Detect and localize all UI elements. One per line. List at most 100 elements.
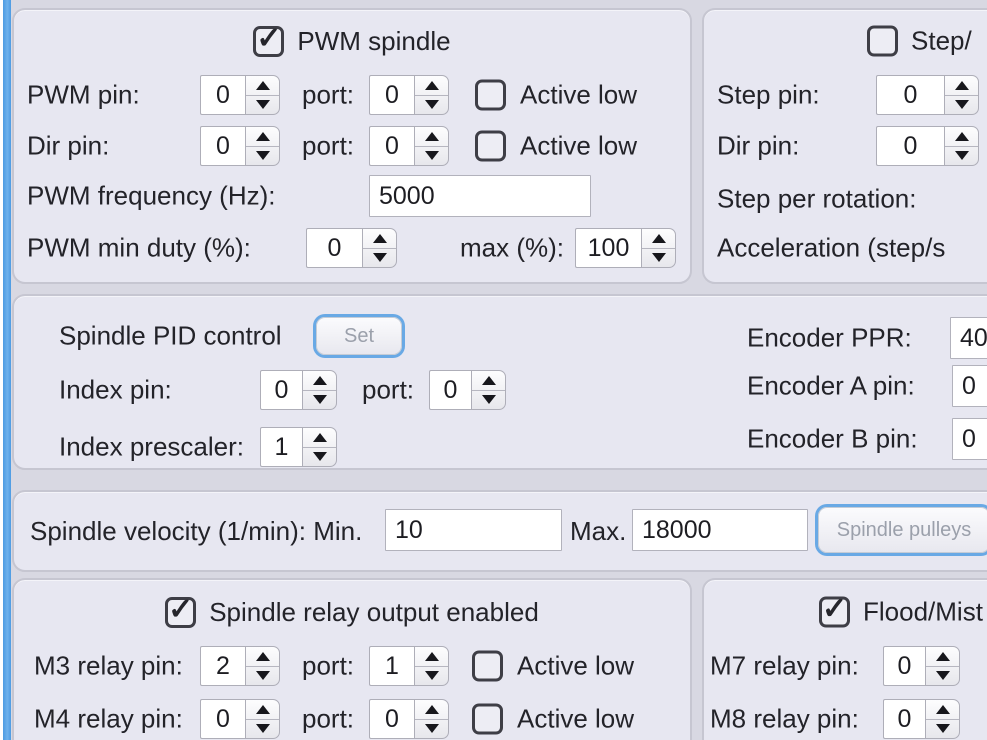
spinner-buttons[interactable] [925, 699, 960, 739]
spinner-up-icon[interactable] [303, 371, 336, 390]
spinner-value[interactable]: 0 [369, 699, 414, 739]
spinner-down-icon[interactable] [246, 145, 279, 166]
spinner-down-icon[interactable] [246, 718, 279, 739]
spinner-buttons[interactable] [245, 646, 280, 686]
spinner-down-icon[interactable] [415, 718, 448, 739]
spinner-down-icon[interactable] [472, 389, 505, 410]
spinner-up-icon[interactable] [415, 647, 448, 666]
spinner-value[interactable]: 2 [200, 646, 245, 686]
pwm-pin-spinner[interactable]: 0 [200, 75, 280, 115]
spinner-value[interactable]: 0 [883, 699, 925, 739]
step-pin-spinner[interactable]: 0 [876, 75, 979, 115]
spinner-up-icon[interactable] [246, 76, 279, 95]
spinner-up-icon[interactable] [926, 647, 959, 666]
spinner-buttons[interactable] [245, 75, 280, 115]
spinner-buttons[interactable] [944, 126, 979, 166]
m4-port-spinner[interactable]: 0 [369, 699, 449, 739]
spinner-down-icon[interactable] [246, 665, 279, 686]
spinner-buttons[interactable] [641, 228, 676, 268]
encoder-b-input[interactable] [952, 418, 987, 460]
spinner-buttons[interactable] [245, 699, 280, 739]
spinner-down-icon[interactable] [926, 718, 959, 739]
spinner-down-icon[interactable] [303, 389, 336, 410]
spinner-value[interactable]: 1 [369, 646, 414, 686]
spinner-value[interactable]: 0 [260, 370, 302, 410]
spinner-value[interactable]: 0 [876, 126, 944, 166]
spinner-buttons[interactable] [471, 370, 506, 410]
step-spindle-checkbox[interactable] [867, 25, 898, 57]
spinner-buttons[interactable] [414, 126, 449, 166]
spinner-value[interactable]: 0 [369, 75, 414, 115]
spinner-value[interactable]: 0 [200, 75, 245, 115]
spinner-value[interactable]: 0 [306, 228, 362, 268]
spinner-buttons[interactable] [245, 126, 280, 166]
step-dir-pin-spinner[interactable]: 0 [876, 126, 979, 166]
m8-relay-pin-spinner[interactable]: 0 [883, 699, 960, 739]
m3-relay-pin-spinner[interactable]: 2 [200, 646, 280, 686]
pwm-spindle-checkbox[interactable]: ✓ [253, 23, 285, 57]
velocity-min-input[interactable] [385, 509, 562, 551]
spindle-pulleys-button[interactable]: Spindle pulleys [818, 507, 987, 553]
spinner-value[interactable]: 0 [200, 126, 245, 166]
spinner-down-icon[interactable] [303, 446, 336, 467]
spinner-down-icon[interactable] [246, 94, 279, 115]
spinner-up-icon[interactable] [642, 229, 675, 248]
spinner-buttons[interactable] [302, 427, 337, 467]
spindle-relay-checkbox[interactable]: ✓ [165, 594, 197, 628]
index-pin-spinner[interactable]: 0 [260, 370, 337, 410]
spinner-down-icon[interactable] [415, 665, 448, 686]
pwm-max-duty-spinner[interactable]: 100 [575, 228, 676, 268]
spinner-up-icon[interactable] [415, 700, 448, 719]
spinner-value[interactable]: 0 [883, 646, 925, 686]
set-button[interactable]: Set [316, 317, 402, 355]
spinner-down-icon[interactable] [945, 145, 978, 166]
spinner-buttons[interactable] [414, 646, 449, 686]
spinner-down-icon[interactable] [926, 665, 959, 686]
m4-active-low-checkbox[interactable] [472, 703, 503, 735]
spinner-value[interactable]: 0 [200, 699, 245, 739]
encoder-a-input[interactable] [952, 365, 987, 407]
spinner-up-icon[interactable] [246, 700, 279, 719]
spinner-buttons[interactable] [362, 228, 397, 268]
spinner-up-icon[interactable] [246, 127, 279, 146]
spinner-up-icon[interactable] [363, 229, 396, 248]
spinner-value[interactable]: 0 [369, 126, 414, 166]
index-port-spinner[interactable]: 0 [429, 370, 506, 410]
spinner-up-icon[interactable] [945, 76, 978, 95]
spinner-up-icon[interactable] [246, 647, 279, 666]
spinner-up-icon[interactable] [926, 700, 959, 719]
spinner-buttons[interactable] [944, 75, 979, 115]
flood-mist-checkbox[interactable]: ✓ [819, 594, 850, 628]
spinner-down-icon[interactable] [415, 94, 448, 115]
m3-active-low-checkbox[interactable] [472, 650, 503, 682]
m4-relay-pin-spinner[interactable]: 0 [200, 699, 280, 739]
spinner-down-icon[interactable] [415, 145, 448, 166]
spinner-down-icon[interactable] [363, 247, 396, 268]
encoder-ppr-input[interactable] [950, 317, 987, 359]
spinner-value[interactable]: 100 [575, 228, 641, 268]
m7-relay-pin-spinner[interactable]: 0 [883, 646, 960, 686]
dir-active-low-checkbox[interactable] [475, 130, 506, 162]
pwm-active-low-checkbox[interactable] [475, 79, 506, 111]
spinner-buttons[interactable] [414, 699, 449, 739]
pwm-min-duty-spinner[interactable]: 0 [306, 228, 397, 268]
spinner-buttons[interactable] [302, 370, 337, 410]
spinner-up-icon[interactable] [945, 127, 978, 146]
spinner-value[interactable]: 0 [876, 75, 944, 115]
spinner-up-icon[interactable] [415, 76, 448, 95]
spinner-buttons[interactable] [414, 75, 449, 115]
spinner-value[interactable]: 0 [429, 370, 471, 410]
spinner-value[interactable]: 1 [260, 427, 302, 467]
dir-pin-port-spinner[interactable]: 0 [369, 126, 449, 166]
pwm-pin-port-spinner[interactable]: 0 [369, 75, 449, 115]
spinner-buttons[interactable] [925, 646, 960, 686]
spinner-up-icon[interactable] [303, 428, 336, 447]
m3-port-spinner[interactable]: 1 [369, 646, 449, 686]
pwm-frequency-input[interactable] [369, 175, 591, 217]
spinner-up-icon[interactable] [472, 371, 505, 390]
spinner-down-icon[interactable] [642, 247, 675, 268]
index-prescaler-spinner[interactable]: 1 [260, 427, 337, 467]
dir-pin-spinner[interactable]: 0 [200, 126, 280, 166]
spinner-up-icon[interactable] [415, 127, 448, 146]
velocity-max-input[interactable] [632, 509, 808, 551]
